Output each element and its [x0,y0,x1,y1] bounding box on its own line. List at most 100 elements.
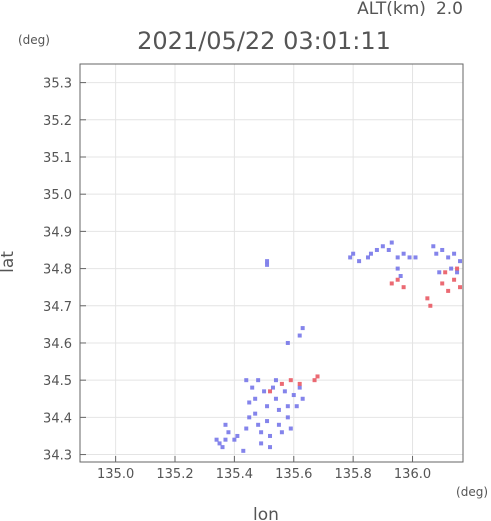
echo-point [401,251,406,256]
plot-frame [79,63,464,463]
echo-point [389,240,394,245]
echo-point [294,404,299,409]
y-tick-label: 34.3 [43,449,72,464]
echo-point [265,262,270,267]
echo-point [458,259,463,264]
y-tick-label: 35.1 [43,151,72,166]
y-tick-label: 34.9 [43,225,72,240]
echo-point [217,441,222,446]
echo-point [374,247,379,252]
echo-point [288,426,293,431]
echo-point [407,255,412,260]
echo-point [279,430,284,435]
echo-point [279,381,284,386]
x-tick-label: 135.0 [97,467,134,482]
echo-point [268,445,273,450]
y-tick-label: 35.3 [43,77,72,92]
echo-point [282,389,287,394]
y-tick-label: 34.6 [43,337,72,352]
echo-point [300,396,305,401]
y-axis-label: lat [0,251,18,273]
echo-point [440,281,445,286]
echo-point [291,393,296,398]
echo-point [389,281,394,286]
echo-point [256,422,261,427]
echo-point [276,422,281,427]
echo-point [226,430,231,435]
x-tick-label: 135.2 [156,467,193,482]
echo-point [357,259,362,264]
x-tick-label: 135.8 [335,467,372,482]
echo-point [434,251,439,256]
echo-points [214,240,463,453]
grid-lines [80,64,463,462]
echo-point [452,277,457,282]
echo-point [455,270,460,275]
y-tick-label: 34.4 [43,411,72,426]
echo-point [395,266,400,271]
echo-point [285,404,290,409]
echo-point [401,285,406,290]
echo-point [244,378,249,383]
echo-point [250,385,255,390]
echo-point [395,255,400,260]
chart-title: 2021/05/22 03:01:11 [137,27,391,55]
echo-point [256,378,261,383]
echo-point [297,333,302,338]
echo-point [312,378,317,383]
echo-point [398,274,403,279]
echo-point [253,411,258,416]
echo-point [265,259,270,264]
echo-point [440,247,445,252]
echo-point [425,296,430,301]
echo-point [365,255,370,260]
y-tick-label: 35.2 [43,114,72,129]
echo-point [253,396,258,401]
echo-point [431,244,436,249]
echo-point [351,251,356,256]
echo-point [273,396,278,401]
echo-point [276,407,281,412]
tick-labels: 34.3 34.4 34.5 34.6 34.7 34.8 34.9 35.0 35.1 35.2… [43,77,431,482]
echo-point [413,255,418,260]
x-tick-label: 135.6 [275,467,312,482]
echo-point [455,266,460,271]
echo-point [270,385,275,390]
echo-point [241,448,246,453]
echo-point [285,415,290,420]
echo-point [232,437,237,442]
echo-point [285,340,290,345]
echo-point [244,426,249,431]
echo-point [297,385,302,390]
x-axis-label: lon [253,505,279,521]
echo-point [223,437,228,442]
echo-point [247,415,252,420]
echo-point [214,437,219,442]
echo-point [443,270,448,275]
echo-point [458,285,463,290]
echo-point [297,381,302,386]
echo-point [223,422,228,427]
y-tick-label: 34.7 [43,300,72,315]
echo-point [235,433,240,438]
echo-point [449,266,454,271]
y-tick-label: 34.5 [43,374,72,389]
echo-point [446,288,451,293]
echo-point [386,247,391,252]
echo-point [273,378,278,383]
echo-point [259,430,264,435]
echo-point [220,445,225,450]
x-tick-label: 135.4 [216,467,253,482]
echo-point [300,326,305,331]
echo-point [262,389,267,394]
echo-point [452,251,457,256]
echo-point [428,303,433,308]
y-axis-unit: (deg) [18,33,50,47]
echo-point [315,374,320,379]
echo-point [247,400,252,405]
echo-point [348,255,353,260]
echo-point [395,277,400,282]
echo-point [268,433,273,438]
echo-point [446,255,451,260]
